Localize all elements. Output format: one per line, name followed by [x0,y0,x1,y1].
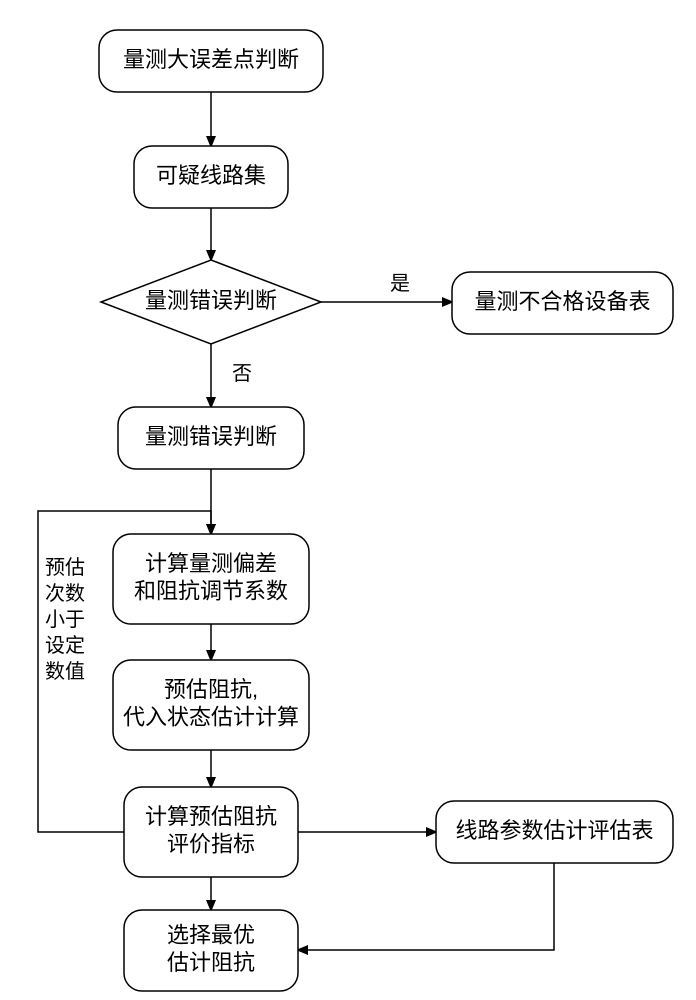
edge-label: 是 [390,273,410,295]
flow-node: 计算量测偏差和阻抗调节系数 [113,534,309,624]
loop-label: 次数 [45,582,85,605]
flow-node: 量测大误差点判断 [99,30,323,92]
node-label: 预估阻抗, [164,677,258,702]
node-label: 量测错误判断 [145,424,277,449]
flow-node: 可疑线路集 [134,146,288,208]
node-label: 和阻抗调节系数 [134,579,288,604]
flow-node: 量测错误判断 [118,407,304,469]
flow-node: 量测不合格设备表 [452,272,673,334]
flow-node: 线路参数估计评估表 [436,801,673,863]
node-label: 量测大误差点判断 [123,47,299,72]
flow-edge [298,863,554,950]
flow-node: 选择最优估计阻抗 [124,910,298,991]
loop-label: 小于 [45,608,85,631]
loop-label: 设定 [45,634,85,657]
node-label: 量测错误判断 [145,288,277,313]
node-label: 线路参数估计评估表 [455,818,653,843]
flow-node: 预估阻抗, 代入状态估计计算 [113,660,309,750]
node-label: 可疑线路集 [156,163,266,188]
node-label: 评价指标 [167,832,255,857]
node-label: 计算预估阻抗 [145,804,277,829]
loop-label: 数值 [45,660,85,683]
loop-label: 预估 [45,556,85,579]
edge-label: 否 [232,363,252,385]
flow-node: 计算预估阻抗评价指标 [124,787,298,877]
node-label: 选择最优 [167,923,255,948]
node-label: 计算量测偏差 [145,551,277,576]
node-label: 估计阻抗 [167,950,255,975]
node-label: 代入状态估计计算 [123,705,299,730]
flowchart-canvas: 是否量测大误差点判断可疑线路集量测错误判断量测不合格设备表量测错误判断计算量测偏… [0,0,696,1000]
node-label: 量测不合格设备表 [474,289,650,314]
flow-node: 量测错误判断 [101,260,321,344]
